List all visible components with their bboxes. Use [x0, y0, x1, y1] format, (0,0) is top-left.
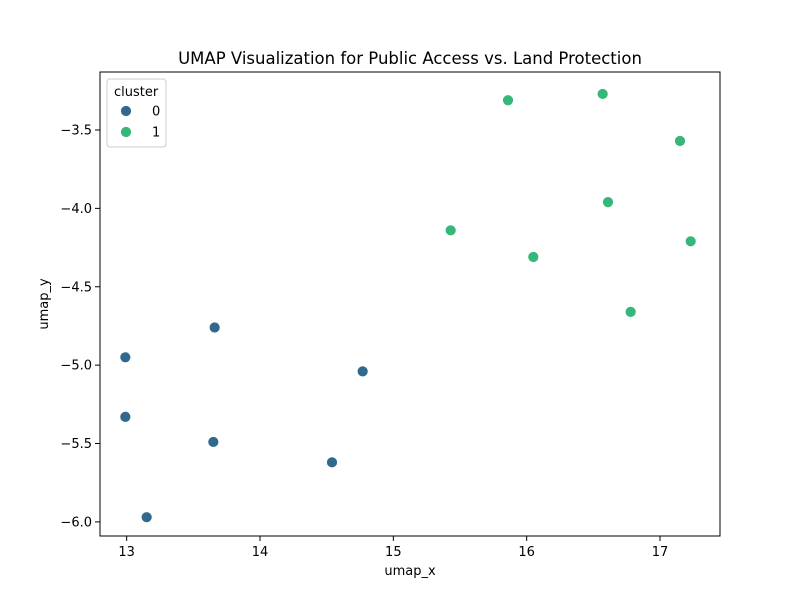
- point-cluster-0: [207, 436, 220, 448]
- y-tick-label: −5.5: [60, 437, 92, 452]
- x-tick-label: 17: [652, 545, 669, 560]
- y-tick-label: −3.5: [60, 124, 92, 139]
- legend-marker: [120, 126, 132, 138]
- legend-entries: 01: [120, 105, 160, 141]
- x-axis-label: umap_x: [384, 564, 436, 579]
- y-tick-label: −6.0: [60, 515, 92, 530]
- point-cluster-0: [208, 321, 221, 334]
- point-cluster-0: [140, 511, 153, 524]
- point-cluster-1: [624, 305, 637, 318]
- point-cluster-0: [119, 351, 132, 364]
- scatter-points: [119, 88, 697, 524]
- x-axis-ticks: 13 14 15 16 17: [118, 536, 668, 560]
- x-tick-label: 14: [252, 545, 269, 560]
- x-tick-label: 15: [385, 545, 402, 560]
- y-tick-label: −5.0: [60, 359, 92, 374]
- point-cluster-1: [674, 135, 686, 147]
- y-axis-label: umap_y: [37, 278, 52, 330]
- x-tick-label: 13: [118, 545, 135, 560]
- point-cluster-1: [502, 94, 514, 107]
- point-cluster-1: [444, 224, 457, 237]
- point-cluster-1: [602, 196, 614, 209]
- point-cluster-0: [326, 456, 338, 469]
- legend: cluster 01: [106, 78, 167, 148]
- point-cluster-0: [356, 365, 369, 378]
- legend-title: cluster: [114, 85, 159, 100]
- y-tick-label: −4.5: [60, 280, 92, 295]
- chart-title: UMAP Visualization for Public Access vs.…: [178, 49, 642, 68]
- legend-marker: [120, 105, 132, 117]
- point-cluster-1: [596, 88, 609, 100]
- x-tick-label: 16: [518, 545, 535, 560]
- legend-label: 1: [152, 126, 160, 141]
- point-cluster-1: [527, 251, 540, 263]
- plot-area: [99, 71, 721, 537]
- y-axis-ticks: −6.0 −5.5 −5.0 −4.5 −4.0 −3.5: [60, 124, 100, 530]
- legend-label: 0: [152, 105, 160, 120]
- y-tick-label: −4.0: [60, 202, 92, 217]
- point-cluster-1: [684, 235, 697, 248]
- point-cluster-0: [119, 410, 132, 423]
